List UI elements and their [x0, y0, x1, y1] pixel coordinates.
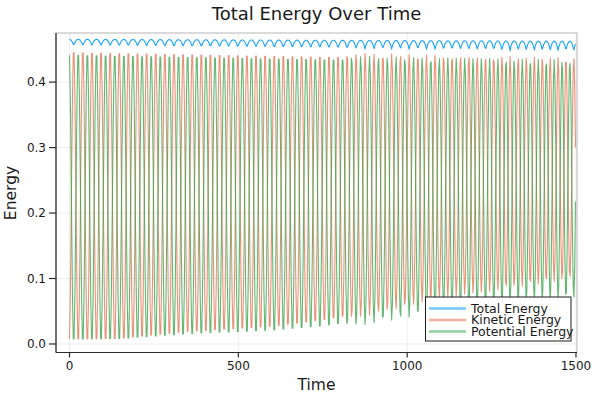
- chart-title: Total Energy Over Time: [211, 3, 422, 24]
- y-tick-label: 0.2: [27, 206, 46, 220]
- x-tick-label: 1500: [561, 359, 592, 373]
- y-tick-label: 0.3: [27, 141, 46, 155]
- x-tick-label: 500: [227, 359, 250, 373]
- y-tick-label: 0.4: [27, 75, 46, 89]
- series-line-total-energy: [70, 39, 576, 51]
- chart-figure: 0.0 0.1 0.2 0.3 0.4 0 500 1000 1500 Total Energy…: [0, 0, 600, 400]
- x-tick-label: 1000: [392, 359, 423, 373]
- y-tick-label: 0.1: [27, 272, 46, 286]
- x-axis-label: Time: [297, 376, 336, 394]
- series-lines: [70, 39, 576, 339]
- legend-box: Total EnergyKinetic EnergyPotential Ener…: [426, 297, 575, 341]
- y-tick-label: 0.0: [27, 337, 46, 351]
- energy-line-chart: 0.0 0.1 0.2 0.3 0.4 0 500 1000 1500 Total Energy…: [0, 0, 600, 400]
- y-axis-label: Energy: [2, 166, 20, 220]
- legend-label-3: Potential Energy: [471, 324, 574, 339]
- x-tick-label: 0: [66, 359, 74, 373]
